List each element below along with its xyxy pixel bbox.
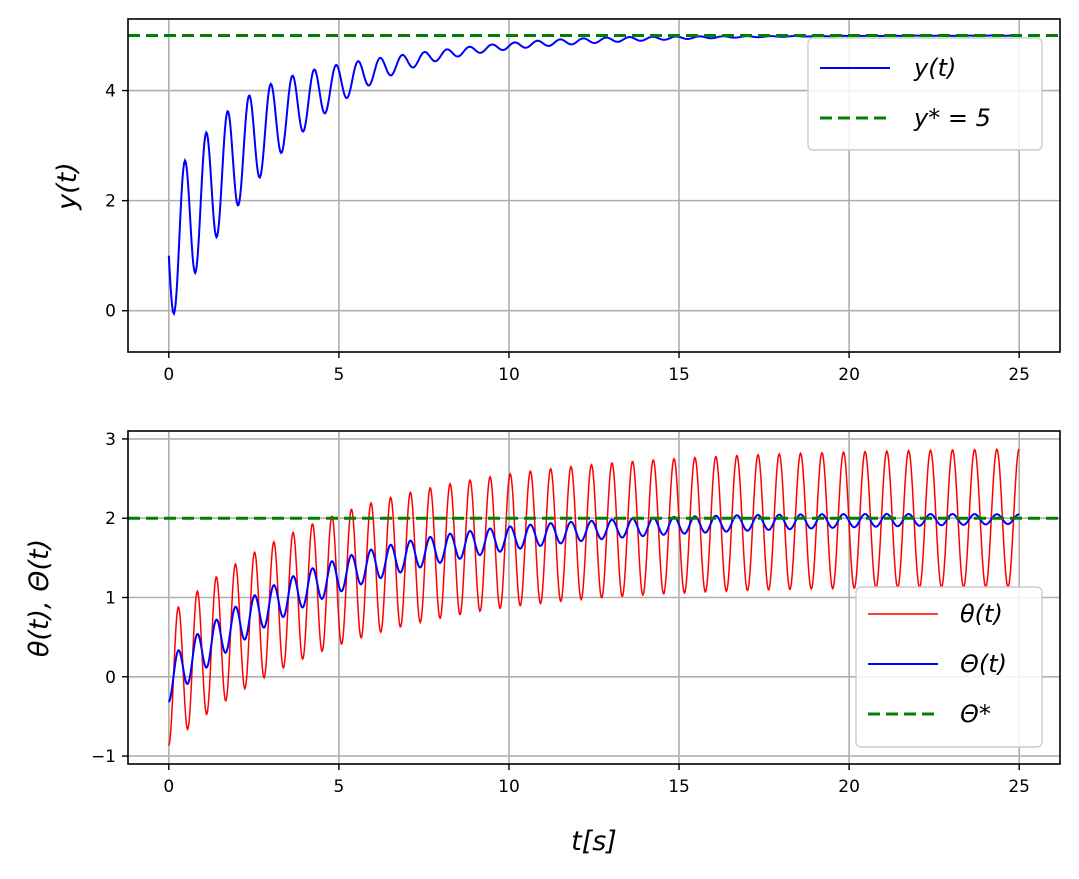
bottom-legend-box	[855, 586, 1043, 748]
bottom-xlabel: t[s]	[571, 826, 617, 857]
top-legend-box	[807, 37, 1043, 151]
top-legend: y(t) y* = 5	[807, 37, 1043, 151]
top-legend-label-ystar: y* = 5	[913, 104, 991, 132]
bottom-series	[128, 448, 1060, 746]
bottom-ylabel: θ(t), Θ(t)	[24, 539, 55, 657]
bot-xtick-label-5: 25	[1008, 777, 1030, 797]
bottom-ticks: 0 5 10 15 20 25 −1 0 1 2 3	[91, 430, 1030, 797]
top-ytick-label-2: 4	[105, 82, 116, 102]
bot-ytick-label-2: 1	[105, 589, 116, 609]
top-xtick-label-2: 10	[498, 365, 520, 385]
bot-xtick-label-0: 0	[163, 777, 174, 797]
bottom-legend: θ(t) Θ(t) Θ*	[855, 586, 1043, 748]
bot-xtick-label-1: 5	[333, 777, 344, 797]
top-ytick-label-0: 0	[105, 302, 116, 322]
top-xtick-label-0: 0	[163, 365, 174, 385]
bottom-axes-frame	[127, 430, 1061, 765]
bottom-legend-label-theta: θ(t)	[960, 600, 1003, 628]
bot-ytick-label-4: 3	[105, 430, 116, 450]
top-xtick-label-5: 25	[1008, 365, 1030, 385]
bottom-panel: 0 5 10 15 20 25 −1 0 1 2 3 θ(t), Θ(t) t[s] θ(t) Θ(…	[24, 430, 1061, 857]
bot-series-1	[167, 512, 1020, 703]
top-xtick-label-4: 20	[838, 365, 860, 385]
bot-xtick-label-2: 10	[498, 777, 520, 797]
top-xtick-label-3: 15	[668, 365, 690, 385]
top-series	[128, 34, 1060, 317]
bottom-legend-label-Theta: Θ(t)	[960, 650, 1007, 678]
top-panel: 0 5 10 15 20 25 0 2 4 y(t) y(t) y* = 5	[52, 18, 1061, 385]
bot-ytick-label-0: −1	[91, 747, 116, 767]
bot-series-0	[168, 448, 1020, 746]
bot-ytick-label-1: 0	[105, 668, 116, 688]
bot-xtick-label-3: 15	[668, 777, 690, 797]
top-ytick-label-1: 2	[105, 192, 116, 212]
bot-ytick-label-3: 2	[105, 509, 116, 529]
top-ticks: 0 5 10 15 20 25 0 2 4	[105, 82, 1030, 385]
top-axes-frame	[127, 18, 1061, 353]
bot-xtick-label-4: 20	[838, 777, 860, 797]
top-legend-label-y: y(t)	[913, 54, 956, 82]
top-xtick-label-1: 5	[333, 365, 344, 385]
bottom-legend-label-Thetastar: Θ*	[960, 700, 991, 728]
top-ylabel: y(t)	[52, 162, 83, 211]
